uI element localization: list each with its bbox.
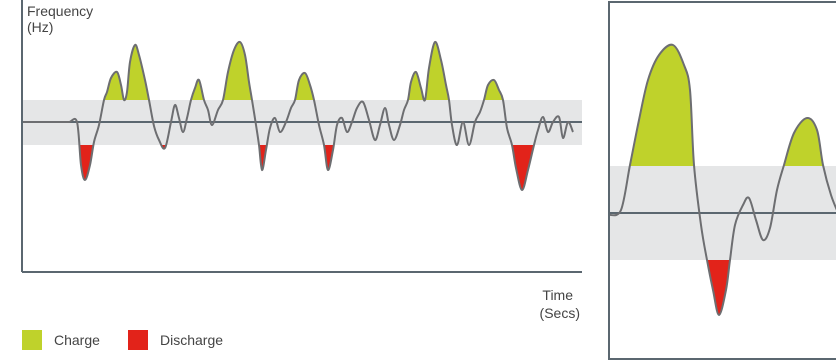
legend-discharge: Discharge xyxy=(128,328,223,352)
main-discharge-area xyxy=(22,145,573,191)
zoom-discharge-area xyxy=(609,260,836,315)
y-axis-label-line2: (Hz) xyxy=(27,19,53,35)
legend-charge: Charge xyxy=(22,328,100,352)
discharge-swatch xyxy=(128,330,148,350)
zoom-charge-area xyxy=(609,44,836,166)
zoom-fills xyxy=(609,44,836,315)
main-chart: Frequency (Hz) Time (Secs) xyxy=(21,0,582,321)
zoom-frame xyxy=(608,1,836,360)
discharge-label: Discharge xyxy=(160,332,224,348)
main-frequency-trace xyxy=(22,40,574,192)
zoom-panel xyxy=(608,1,836,360)
main-fills xyxy=(22,41,573,191)
charge-swatch xyxy=(22,330,42,350)
zoom-frequency-trace xyxy=(608,43,836,316)
main-charge-area xyxy=(22,41,573,100)
x-axis-label-line2: (Secs) xyxy=(540,305,580,321)
x-axis-label-line1: Time xyxy=(542,287,573,303)
y-axis-label-line1: Frequency xyxy=(27,3,93,19)
charge-label: Charge xyxy=(54,332,100,348)
